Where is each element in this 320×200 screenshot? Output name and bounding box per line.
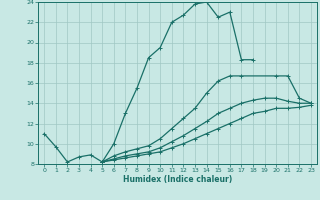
X-axis label: Humidex (Indice chaleur): Humidex (Indice chaleur)	[123, 175, 232, 184]
